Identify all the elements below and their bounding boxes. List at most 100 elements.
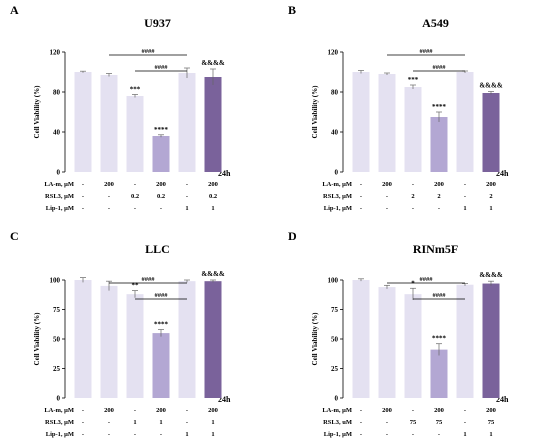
panel-letter: C (10, 229, 19, 243)
treatment-cell: - (412, 205, 414, 212)
treatment-cell: 200 (104, 181, 114, 188)
treatment-cell: 75 (410, 419, 417, 426)
treatment-cell: - (186, 407, 188, 414)
bar (430, 117, 448, 172)
bar (100, 75, 118, 172)
treatment-cell: - (438, 431, 440, 438)
y-axis-label: Cell Viability (%) (311, 85, 319, 139)
treatment-cell: 200 (382, 407, 392, 414)
treatment-cell: 0.2 (157, 193, 165, 200)
treatment-cell: 200 (104, 407, 114, 414)
treatment-cell: 1 (463, 431, 466, 438)
y-tick-label: 0 (335, 394, 339, 402)
y-tick-label: 0 (57, 394, 61, 402)
time-label: 24h (218, 395, 231, 404)
treatment-cell: - (82, 431, 84, 438)
treatment-cell: - (386, 419, 388, 426)
treatment-row-label: LA-m, μM (322, 407, 352, 414)
bar (126, 96, 144, 172)
comparison-label: #### (420, 276, 434, 283)
significance-label: &&&& (201, 270, 224, 278)
treatment-cell: - (360, 205, 362, 212)
significance-label: **** (154, 126, 169, 134)
time-label: 24h (218, 169, 231, 178)
bar (404, 294, 422, 398)
treatment-cell: - (108, 431, 110, 438)
treatment-cell: - (360, 431, 362, 438)
panel-title: A549 (422, 16, 449, 30)
treatment-cell: - (464, 419, 466, 426)
treatment-cell: 1 (159, 419, 162, 426)
treatment-cell: - (134, 431, 136, 438)
significance-label: *** (408, 76, 419, 84)
comparison-label: #### (155, 64, 169, 71)
y-tick-label: 50 (331, 335, 339, 343)
treatment-cell: 1 (489, 205, 492, 212)
treatment-cell: - (108, 419, 110, 426)
panel-title: U937 (144, 16, 171, 30)
y-tick-label: 80 (331, 88, 339, 96)
treatment-cell: - (386, 205, 388, 212)
treatment-cell: - (186, 193, 188, 200)
treatment-cell: 1 (211, 205, 214, 212)
y-axis-label: Cell Viability (%) (33, 85, 41, 139)
bar (126, 294, 144, 398)
treatment-cell: 1 (133, 419, 136, 426)
treatment-cell: 200 (434, 181, 444, 188)
treatment-cell: - (412, 407, 414, 414)
treatment-row-label: RSL3, μM (323, 193, 352, 200)
treatment-cell: - (412, 431, 414, 438)
treatment-cell: - (464, 407, 466, 414)
treatment-cell: 0.2 (131, 193, 139, 200)
treatment-cell: 200 (486, 407, 496, 414)
treatment-cell: 1 (489, 431, 492, 438)
treatment-cell: - (160, 431, 162, 438)
bar (204, 281, 222, 398)
y-tick-label: 80 (53, 88, 61, 96)
treatment-cell: - (412, 181, 414, 188)
bar (74, 72, 92, 172)
treatment-cell: 1 (463, 205, 466, 212)
treatment-cell: - (108, 193, 110, 200)
treatment-row-label: Lip-1, μM (46, 205, 74, 212)
treatment-cell: - (82, 407, 84, 414)
treatment-cell: 200 (156, 407, 166, 414)
treatment-cell: - (360, 181, 362, 188)
y-axis-label: Cell Viability (%) (311, 312, 319, 366)
treatment-cell: 2 (411, 193, 414, 200)
bar (378, 74, 396, 172)
bar (352, 280, 370, 398)
time-label: 24h (496, 395, 509, 404)
treatment-cell: - (386, 193, 388, 200)
treatment-cell: 200 (208, 407, 218, 414)
bar (152, 333, 170, 398)
significance-label: **** (432, 335, 447, 343)
treatment-cell: - (82, 193, 84, 200)
y-tick-label: 75 (331, 306, 339, 314)
treatment-cell: - (464, 193, 466, 200)
treatment-cell: - (438, 205, 440, 212)
bar (178, 73, 196, 172)
treatment-cell: - (82, 181, 84, 188)
treatment-cell: - (386, 431, 388, 438)
treatment-cell: 75 (436, 419, 443, 426)
treatment-cell: 1 (211, 419, 214, 426)
treatment-cell: 200 (382, 181, 392, 188)
comparison-label: #### (433, 292, 447, 299)
treatment-row-label: Lip-1, μM (324, 205, 352, 212)
y-tick-label: 40 (53, 128, 61, 136)
treatment-row-label: RSL3, uM (323, 419, 352, 426)
bar (178, 281, 196, 398)
treatment-cell: - (82, 419, 84, 426)
y-tick-label: 40 (331, 128, 339, 136)
treatment-row-label: LA-m, μM (322, 181, 352, 188)
treatment-cell: - (186, 419, 188, 426)
significance-label: *** (130, 86, 141, 94)
treatment-cell: 0.2 (209, 193, 217, 200)
panel-letter: A (10, 3, 19, 17)
panel-letter: B (288, 3, 296, 17)
